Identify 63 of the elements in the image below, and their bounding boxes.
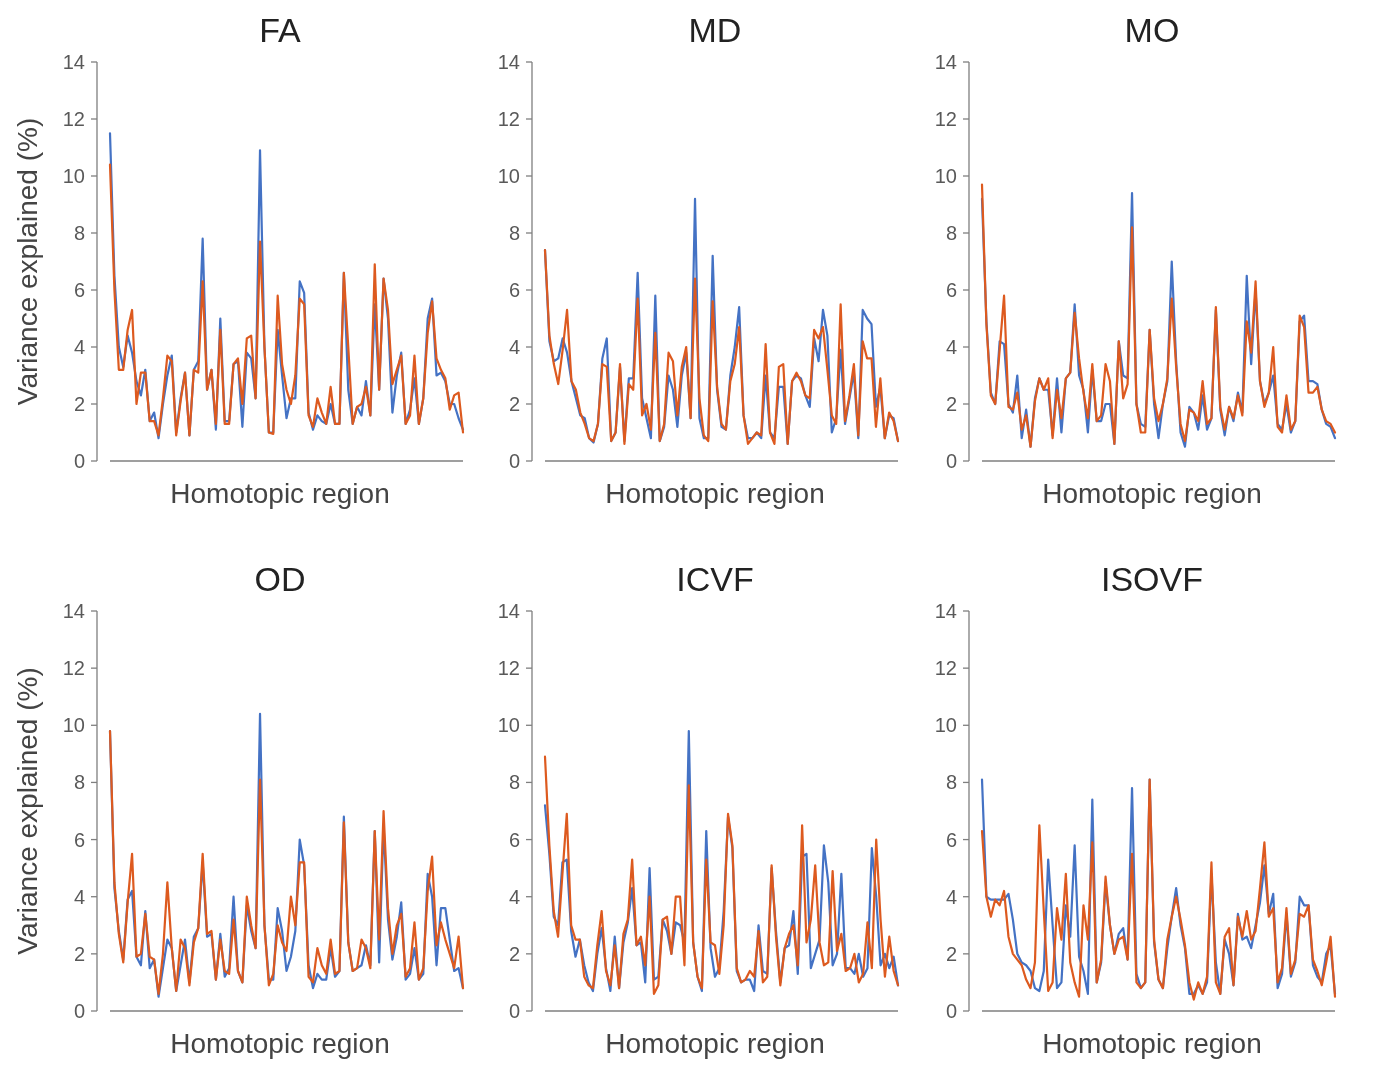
- y-axis-title: Variance explained (%): [12, 117, 43, 406]
- y-tick-label: 4: [73, 336, 85, 358]
- x-axis-title: Homotopic region: [170, 478, 390, 509]
- chart-title: FA: [259, 11, 302, 49]
- y-tick-label: 8: [508, 222, 520, 244]
- y-tick-label: 0: [508, 450, 520, 472]
- y-tick-label: 2: [508, 393, 520, 415]
- y-tick-label: 2: [73, 393, 85, 415]
- y-tick-label: 8: [73, 771, 85, 794]
- y-tick-label: 4: [73, 885, 85, 908]
- y-tick-label: 10: [497, 165, 520, 187]
- y-tick-label: 10: [62, 714, 85, 737]
- y-tick-label: 14: [497, 51, 520, 73]
- y-tick-label: 8: [73, 222, 85, 244]
- y-tick-label: 0: [73, 450, 85, 472]
- y-tick-label: 6: [945, 828, 957, 851]
- y-tick-label: 6: [508, 279, 520, 301]
- chart-title: OD: [254, 560, 306, 598]
- y-tick-label: 4: [945, 885, 957, 908]
- y-tick-label: 10: [934, 714, 957, 737]
- y-tick-label: 6: [73, 279, 85, 301]
- y-tick-label: 10: [934, 165, 957, 187]
- chart-title: MD: [688, 11, 742, 49]
- x-axis-title: Homotopic region: [1042, 478, 1262, 509]
- y-tick-label: 4: [508, 336, 520, 358]
- x-axis-title: Homotopic region: [1042, 1028, 1262, 1059]
- y-tick-label: 10: [62, 165, 85, 187]
- chart-title: ISOVF: [1100, 560, 1204, 598]
- y-tick-label: 6: [945, 279, 957, 301]
- y-tick-label: 12: [497, 108, 520, 130]
- y-tick-label: 14: [934, 51, 957, 73]
- y-tick-label: 14: [934, 600, 957, 622]
- y-tick-label: 12: [934, 108, 957, 130]
- y-tick-label: 14: [497, 600, 520, 622]
- y-tick-label: 6: [73, 828, 85, 851]
- y-tick-label: 8: [945, 771, 957, 794]
- y-tick-label: 14: [62, 600, 85, 622]
- y-tick-label: 0: [73, 1000, 85, 1022]
- x-axis-title: Homotopic region: [605, 1028, 825, 1059]
- y-tick-label: 12: [497, 657, 520, 680]
- x-axis-title: Homotopic region: [605, 478, 825, 509]
- chart-title: MO: [1124, 11, 1180, 49]
- y-tick-label: 8: [945, 222, 957, 244]
- line-series: [543, 249, 900, 445]
- y-tick-label: 2: [945, 393, 957, 415]
- y-tick-label: 12: [934, 657, 957, 680]
- y-tick-label: 12: [62, 108, 85, 130]
- y-tick-label: 4: [508, 885, 520, 908]
- y-tick-label: 8: [508, 771, 520, 794]
- y-tick-label: 0: [945, 450, 957, 472]
- y-tick-label: 10: [497, 714, 520, 737]
- y-tick-label: 4: [945, 336, 957, 358]
- y-tick-label: 2: [508, 942, 520, 965]
- x-axis-title: Homotopic region: [170, 1028, 390, 1059]
- y-tick-label: 14: [62, 51, 85, 73]
- y-tick-label: 2: [73, 942, 85, 965]
- chart-title: ICVF: [676, 560, 754, 598]
- y-tick-label: 12: [62, 657, 85, 680]
- y-axis-title: Variance explained (%): [12, 667, 43, 955]
- y-tick-label: 0: [945, 1000, 957, 1022]
- y-tick-label: 2: [945, 942, 957, 965]
- y-tick-label: 6: [508, 828, 520, 851]
- y-tick-label: 0: [508, 1000, 520, 1022]
